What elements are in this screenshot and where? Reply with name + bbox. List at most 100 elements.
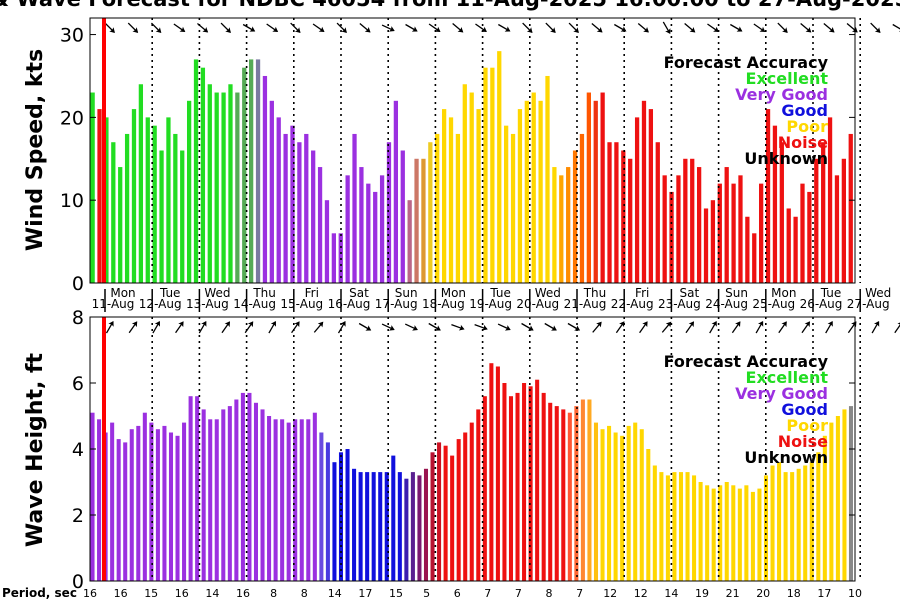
bar <box>490 67 495 283</box>
day-of-week-label: Wed <box>204 286 230 300</box>
bar <box>510 133 516 283</box>
bar <box>685 472 690 581</box>
y-tick-label: 6 <box>72 373 84 395</box>
direction-arrow-icon <box>568 22 579 33</box>
bar <box>502 383 507 581</box>
bar <box>391 455 396 581</box>
bar <box>175 435 180 581</box>
bar <box>561 409 566 581</box>
direction-arrow-icon <box>870 22 881 33</box>
bar <box>304 133 309 283</box>
day-of-week-label: Sat <box>680 286 700 300</box>
day-of-week-label: Thu <box>252 286 276 300</box>
bar <box>159 150 164 283</box>
bar <box>207 84 212 283</box>
bar <box>848 133 853 283</box>
bar <box>822 435 827 581</box>
bar <box>593 422 599 581</box>
bar <box>593 100 598 283</box>
y-tick-label: 4 <box>72 439 84 461</box>
bar <box>600 92 605 283</box>
bar <box>168 432 174 581</box>
bar <box>809 462 814 581</box>
bar <box>676 175 681 283</box>
bar <box>628 158 633 283</box>
bar <box>786 208 791 283</box>
direction-arrow-icon <box>800 23 812 33</box>
bar <box>166 117 171 284</box>
bar <box>476 109 481 283</box>
bar <box>669 191 674 283</box>
bar <box>345 175 350 283</box>
bar <box>428 142 433 283</box>
bar <box>90 92 95 283</box>
bar <box>180 150 185 283</box>
day-of-week-label: Sat <box>349 286 369 300</box>
bar <box>566 167 571 283</box>
date-label: 21-Aug <box>564 297 607 311</box>
day-of-week-label: Fri <box>635 286 649 300</box>
bar <box>365 472 370 581</box>
direction-arrow-icon <box>150 22 162 33</box>
bar <box>234 399 239 581</box>
bar <box>345 449 350 581</box>
period-value: 8 <box>546 587 553 600</box>
bar <box>626 425 631 581</box>
bar <box>173 133 178 283</box>
bar <box>554 406 559 581</box>
bar <box>829 422 834 581</box>
bar <box>131 109 137 283</box>
bar <box>620 435 625 581</box>
bar <box>738 175 743 283</box>
bar <box>574 406 579 581</box>
bar <box>142 412 147 581</box>
wave-y-axis-label: Wave Height, ft <box>23 352 48 547</box>
period-value: 18 <box>787 587 801 600</box>
direction-arrow-icon <box>730 23 743 32</box>
bar <box>299 419 304 581</box>
direction-arrow-icon <box>451 323 465 331</box>
bar <box>482 396 487 581</box>
bar <box>759 183 764 284</box>
bar <box>417 475 422 581</box>
bar <box>371 472 376 581</box>
legend-title: Forecast Accuracy <box>664 53 829 72</box>
date-label: 24-Aug <box>705 297 748 311</box>
bar <box>312 412 317 581</box>
wind-y-axis-label: Wind Speed, kts <box>23 49 48 251</box>
wave-direction-arrows <box>105 320 900 334</box>
bar <box>696 167 702 283</box>
bar <box>145 117 150 284</box>
bar <box>404 478 409 581</box>
bar <box>227 406 232 581</box>
bar <box>118 167 123 283</box>
bar <box>269 100 274 283</box>
bar <box>397 472 402 581</box>
bar <box>710 200 716 283</box>
date-label: 18-Aug <box>422 297 465 311</box>
legend-item: Good <box>781 400 828 419</box>
period-value: 14 <box>205 587 219 600</box>
date-label: 16-Aug <box>328 297 371 311</box>
period-value: 8 <box>301 587 308 600</box>
direction-arrow-icon <box>753 23 766 33</box>
period-value: 16 <box>114 587 128 600</box>
bar <box>358 472 363 581</box>
bar <box>495 366 500 581</box>
bar <box>662 175 667 283</box>
bar <box>324 200 330 283</box>
bar <box>306 419 311 581</box>
bar <box>737 488 742 581</box>
bar <box>462 84 467 283</box>
day-of-week-label: Mon <box>441 286 466 300</box>
legend-item: Noise <box>778 133 828 152</box>
bar <box>613 432 618 581</box>
day-of-week-label: Sun <box>725 286 748 300</box>
direction-arrow-icon <box>405 23 418 32</box>
bar <box>745 216 750 283</box>
day-of-week-label: Wed <box>865 286 891 300</box>
chart-title: & Wave Forecast for NDBC 46054 from 11-A… <box>0 0 900 11</box>
y-tick-label: 30 <box>60 25 84 47</box>
direction-arrow-icon <box>545 22 556 33</box>
